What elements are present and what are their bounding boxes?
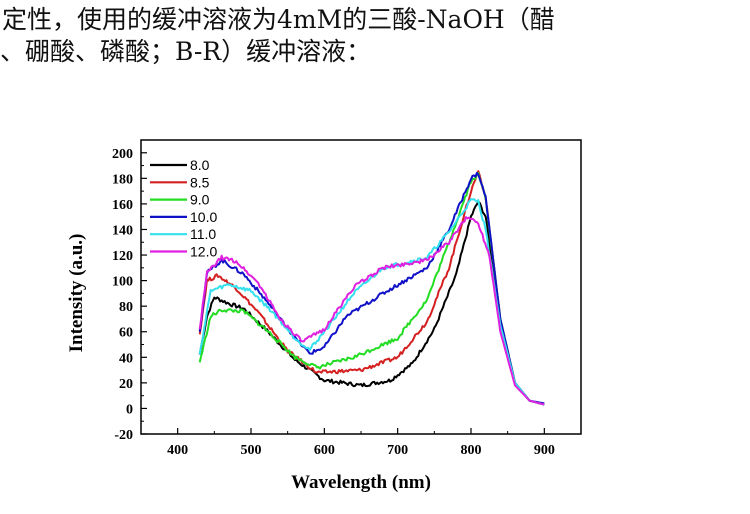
y-tick-label: 120: [112, 249, 133, 264]
legend: 8.08.5 9.010.011.0 12.0: [150, 157, 217, 260]
series-line-10-0: [198, 171, 545, 405]
x-tick-label: 500: [241, 443, 262, 458]
y-tick-label: 100: [112, 275, 133, 290]
y-tick-label: -20: [114, 428, 133, 443]
series-line-9-0: [198, 172, 545, 406]
y-tick-label: 80: [119, 300, 133, 315]
x-tick-label: 400: [167, 443, 188, 458]
x-axis-title: Wavelength (nm): [291, 472, 431, 493]
x-tick-label: 700: [387, 443, 408, 458]
legend-label: 12.0: [190, 244, 217, 260]
y-tick-label: 160: [112, 198, 133, 213]
axes: -20 0 20 40 60 80 100 120 140 160 180 200 400 500 600 7…: [112, 139, 582, 458]
y-tick-label: 60: [119, 326, 133, 341]
y-tick-label: 180: [112, 172, 133, 187]
legend-label: 10.0: [190, 209, 217, 225]
legend-label: 8.5: [190, 174, 210, 190]
series-line-8-5: [198, 170, 545, 406]
plot-lines: [198, 170, 545, 406]
series-line-12-0: [198, 216, 545, 406]
legend-label: 11.0: [190, 226, 216, 242]
caption-line-1: 定性，使用的缓冲溶液为4mM的三酸-NaOH（醋: [2, 5, 555, 34]
x-tick-label: 900: [534, 443, 555, 458]
y-tick-label: 140: [112, 223, 133, 238]
y-tick-label: 20: [119, 377, 133, 392]
caption-line-2: 、硼酸、磷酸；B-R）缓冲溶液：: [0, 37, 372, 66]
y-tick-label: 0: [126, 402, 133, 417]
y-tick-label: 200: [112, 147, 133, 162]
legend-label: 8.0: [190, 157, 210, 173]
x-tick-label: 800: [461, 443, 482, 458]
legend-label: 9.0: [190, 192, 210, 208]
y-tick-label: 40: [119, 351, 133, 366]
y-axis-title: Intensity (a.u.): [66, 234, 87, 353]
series-line-8-0: [198, 200, 545, 406]
x-tick-label: 600: [314, 443, 335, 458]
series-line-11-0: [198, 198, 545, 406]
